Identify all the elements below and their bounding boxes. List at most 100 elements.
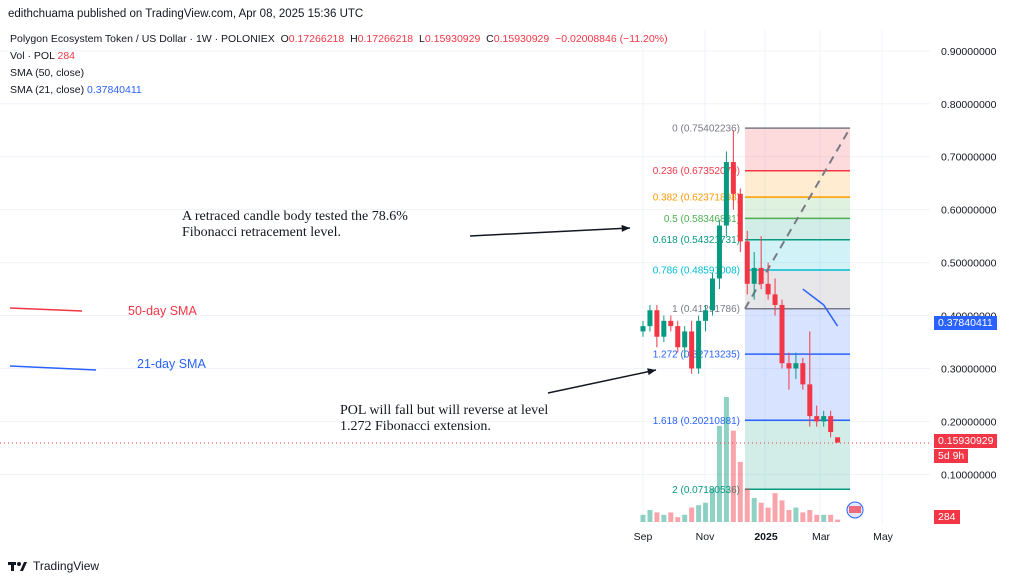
pol-note-line-2: 1.272 Fibonacci extension. [340,419,491,434]
candle-body [779,304,785,364]
candle-body [835,437,841,443]
candle-body [821,416,827,422]
candle-body [737,193,743,242]
candle-body [800,363,806,385]
time-tick-label: Nov [696,531,715,543]
candle-body [793,363,799,369]
retrace-annotation: A retraced candle body tested the 78.6% … [182,209,408,241]
fib-level-label: 2 (0.07180536) [672,485,740,496]
price-tick-label: 0.30000000 [941,363,997,375]
volume-bar [647,509,653,522]
publisher-line: edithchuama published on TradingView.com… [8,8,364,20]
candle-body [689,331,695,369]
fib-band [745,239,850,271]
volume-bar [786,509,792,522]
open-value: 0.17266218 [288,33,345,45]
candle-body [654,310,660,337]
sma21-value: 0.37840411 [87,84,142,96]
annotation-arrows [469,224,657,394]
candle-body [828,416,834,433]
us-flag-stripes-icon [849,506,861,513]
sma21-row[interactable]: SMA (21, close) 0.37840411 [10,82,668,99]
volume-bar [758,502,764,522]
fib-band [745,170,850,198]
fib-band [745,197,850,219]
sma21-label: SMA (21, close) [10,84,85,96]
volume-bar [779,500,785,522]
candle-body [647,310,653,327]
sma21-annotation-label: 21-day SMA [137,357,206,371]
price-tick-label: 0.70000000 [941,152,997,164]
fibonacci-tool: 0 (0.75402236) 0.236 (0.67352070) 0.382 (0… [653,124,851,496]
volume-row[interactable]: Vol · POL 284 [10,48,668,65]
volume-label: Vol · POL [10,50,55,62]
candle-body [703,310,709,321]
countdown-tag: 5d 9h [934,449,969,463]
fib-level-label: 1.618 (0.20210881) [653,416,740,427]
candle-body [682,331,688,348]
low-label: L [419,33,425,45]
sma50-sample-line [9,307,83,312]
chart-grid [0,30,930,525]
volume-bar [765,507,771,522]
pol-arrow-head [647,368,656,376]
volume-bar [723,397,729,522]
price-tick-label: 0.80000000 [941,99,997,111]
pol-arrow [547,369,657,394]
candle-body [772,294,778,305]
candle-body [786,363,792,369]
volume-bars [640,397,841,522]
price-tick-label: 0.20000000 [941,416,997,428]
candle-body [716,225,722,279]
volume-bar [696,505,702,522]
high-label: H [350,33,358,45]
sma50-label: SMA (50, close) [10,67,85,79]
volume-bar [716,425,722,522]
fib-band [745,308,850,355]
fib-band [745,128,850,171]
last-price-tag: 0.15930929 [934,434,998,448]
footer[interactable]: TradingView [8,559,99,573]
volume-bar [675,517,681,522]
fib-level-label: 0.236 (0.67352070) [653,166,740,177]
sma50-row[interactable]: SMA (50, close) [10,65,668,82]
candle-body [723,162,729,226]
candle-body [661,320,667,337]
symbol-title[interactable]: Polygon Ecosystem Token / US Dollar · 1W… [10,33,275,45]
volume-bar [682,514,688,522]
fib-level-label: 0.382 (0.62371898) [653,193,740,204]
retrace-note-line-2: Fibonacci retracement level. [182,225,341,240]
symbol-row: Polygon Ecosystem Token / US Dollar · 1W… [10,31,668,48]
change-value: −0.02008846 (−11.20%) [555,33,668,45]
fib-band [745,420,850,490]
volume-bar [661,514,667,522]
volume-bar [703,502,709,522]
candle-body [814,416,820,422]
candle-body [640,326,646,332]
candle-body [710,278,715,311]
candlesticks [640,130,841,443]
low-value: 0.15930929 [424,33,481,45]
pol-note-line-1: POL will fall but will reverse at level [340,403,549,418]
volume-bar [814,514,820,522]
retrace-arrow-head [621,224,630,232]
volume-bar [835,519,841,522]
volume-bar [800,512,806,522]
open-label: O [280,33,289,45]
price-tick-label: 0.60000000 [941,205,997,217]
sma21-line [802,288,839,327]
chart-legend: Polygon Ecosystem Token / US Dollar · 1W… [10,31,668,99]
fib-level-label: 0 (0.75402236) [672,124,740,135]
price-axis: 0.90000000 0.80000000 0.70000000 0.60000000… [941,46,997,482]
volume-bar [807,509,813,522]
volume-bar [654,512,660,522]
volume-bar [689,507,695,522]
volume-bar [828,514,834,522]
volume-bar [668,512,674,522]
sma-lines [0,288,930,444]
candle-body [807,384,813,417]
candle-body [668,320,674,327]
candle-body [675,326,681,348]
time-tick-label: May [873,531,894,543]
